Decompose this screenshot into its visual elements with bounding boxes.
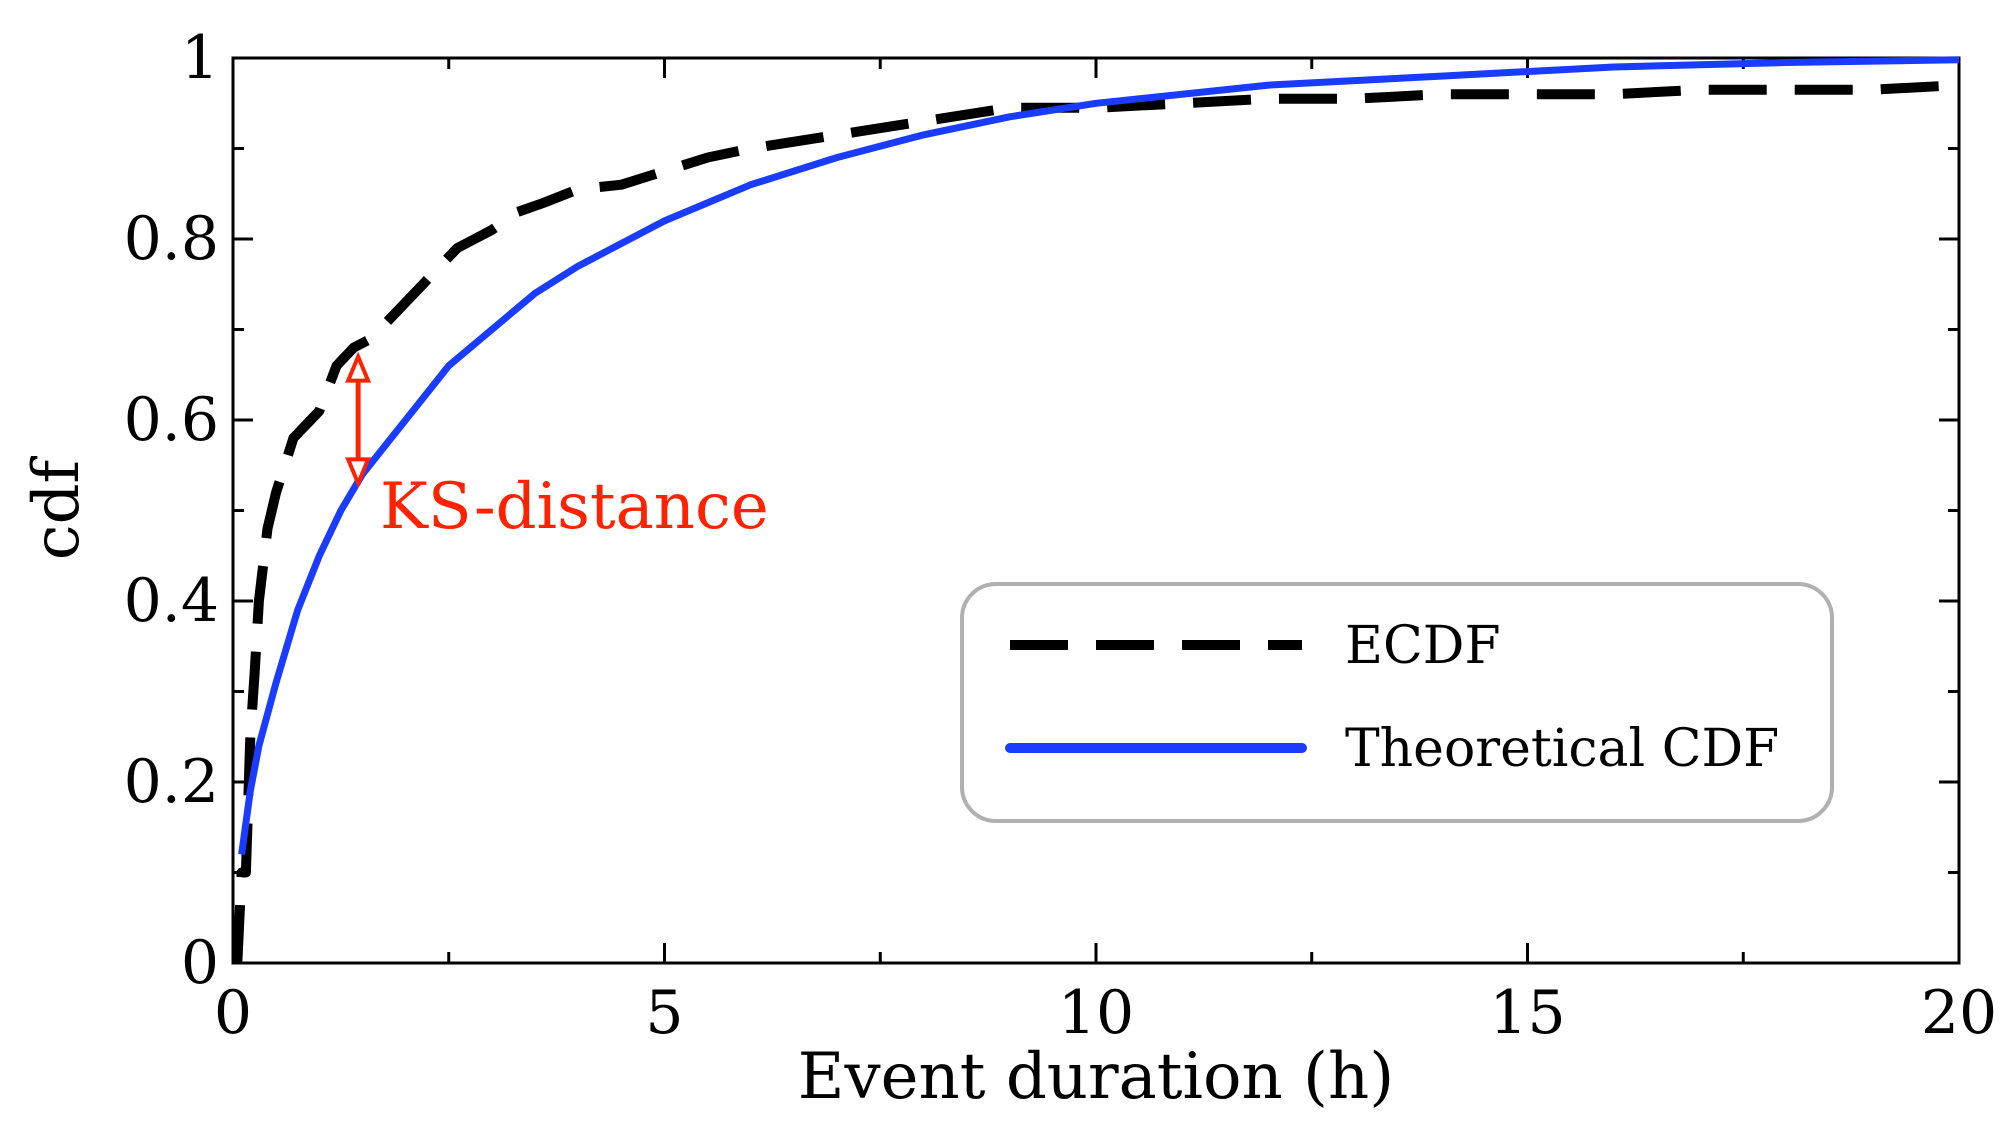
y-axis-label: cdf (20, 455, 94, 560)
x-axis-label: Event duration (h) (798, 1040, 1394, 1114)
legend: ECDF Theoretical CDF (960, 582, 1834, 823)
y-tick-label: 0 (181, 928, 219, 998)
tick-labels: 0 5 10 15 20 0 0.2 0.4 0.6 0.8 1 (124, 23, 1998, 1048)
ks-arrow-head-top (345, 351, 372, 383)
ks-arrow-head-bottom (345, 457, 372, 489)
y-tick-label: 0.6 (124, 385, 219, 455)
x-tick-label: 5 (645, 978, 683, 1048)
ks-distance-label: KS-distance (380, 470, 769, 544)
y-tick-label: 1 (181, 23, 219, 93)
series-line-theoretical-cdf (238, 56, 1960, 855)
x-tick-label: 10 (1058, 978, 1134, 1048)
y-tick-label: 0.4 (124, 566, 219, 636)
legend-label-theoretical: Theoretical CDF (1345, 719, 1779, 779)
series-line-ecdf (232, 80, 1960, 964)
legend-label-ecdf: ECDF (1345, 616, 1501, 676)
x-tick-label: 0 (214, 978, 252, 1048)
axis-ticks (231, 56, 1961, 965)
series-layer (232, 56, 1960, 964)
x-tick-label: 15 (1489, 978, 1565, 1048)
x-tick-label: 20 (1921, 978, 1997, 1048)
y-tick-label: 0.2 (124, 747, 219, 817)
y-tick-label: 0.8 (124, 204, 219, 274)
ks-annotation: KS-distance (345, 351, 769, 544)
legend-box (960, 582, 1834, 823)
